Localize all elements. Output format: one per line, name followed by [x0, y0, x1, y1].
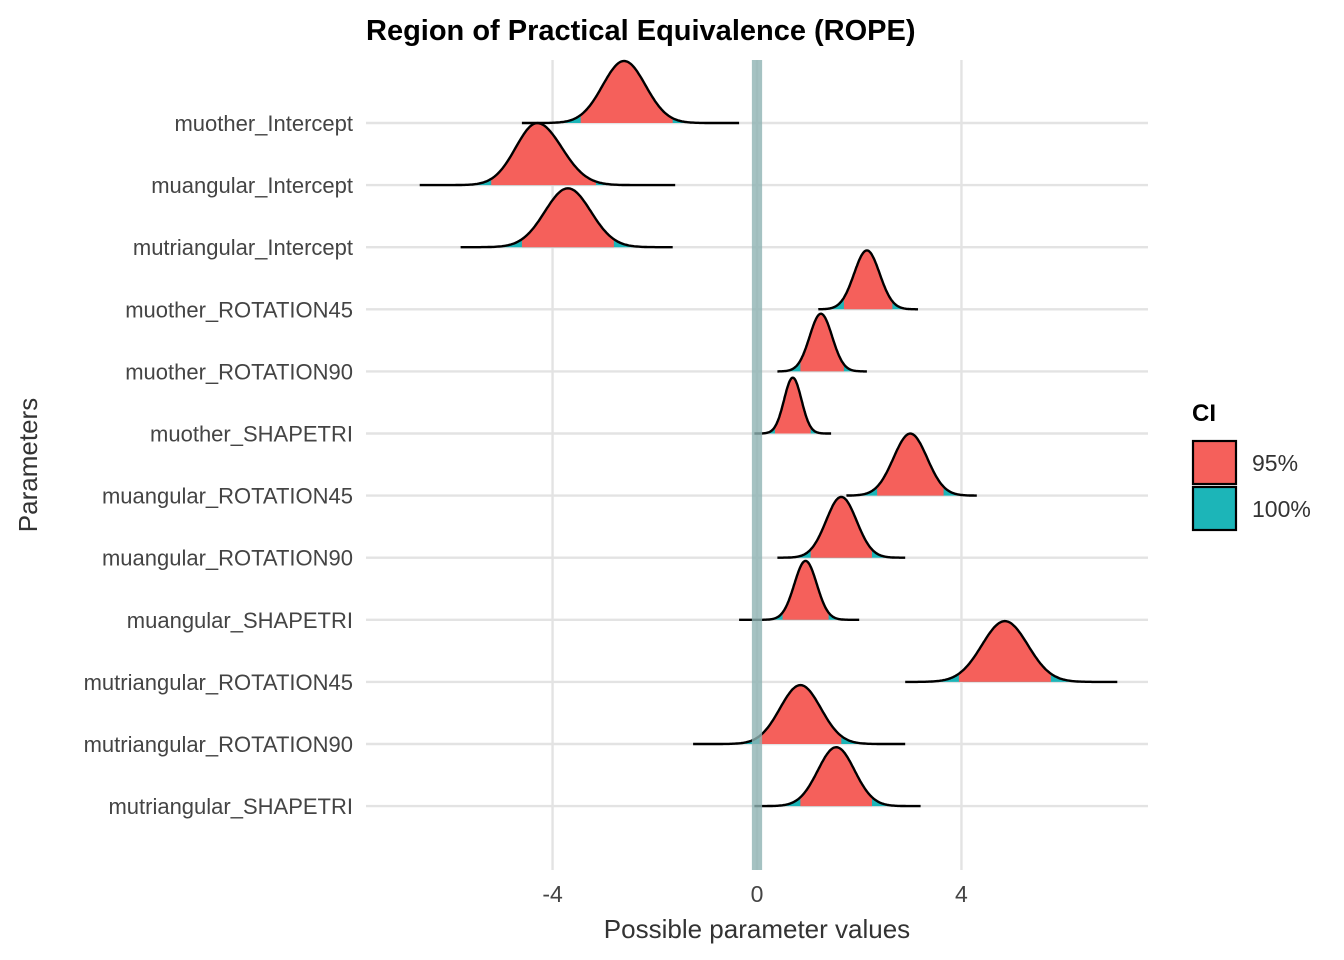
y-tick-label: muother_SHAPETRI [150, 422, 353, 447]
legend: CI 95% 100% [1191, 400, 1311, 532]
density-ridge [753, 376, 832, 435]
y-tick-label: mutriangular_Intercept [133, 235, 353, 260]
y-tick-label: muangular_SHAPETRI [127, 608, 353, 633]
y-tick-label: muangular_ROTATION90 [102, 546, 353, 571]
y-tick-label: muangular_Intercept [151, 173, 353, 198]
density-outline [753, 376, 832, 435]
density-ridge [460, 187, 673, 249]
density-ridge [521, 59, 740, 125]
legend-swatch-95 [1191, 439, 1238, 486]
x-tick-labels: -4 0 4 [542, 881, 968, 907]
density-outline [521, 59, 740, 125]
ci95-area [877, 433, 944, 496]
legend-title: CI [1192, 400, 1216, 427]
ci95-area [774, 377, 811, 434]
legend-label-100: 100% [1252, 496, 1311, 522]
density-outline [905, 619, 1118, 684]
density-ridge [846, 432, 978, 497]
density-outline [776, 312, 868, 373]
density-ridge [817, 249, 919, 311]
ci95-area [759, 685, 842, 744]
density-outline [754, 746, 921, 808]
ci95-area [580, 61, 673, 123]
ci95-area [800, 747, 872, 807]
ci95-area [800, 313, 844, 372]
legend-label-95: 95% [1252, 450, 1298, 476]
x-tick-label: 4 [955, 881, 968, 907]
y-tick-label: mutriangular_ROTATION45 [84, 670, 353, 695]
y-tick-label: muother_ROTATION45 [125, 297, 353, 322]
y-tick-labels: muother_Intercept muangular_Interceptmutr… [84, 111, 353, 819]
ci95-area [782, 560, 829, 620]
rope-band [751, 60, 763, 870]
ci95-area [810, 496, 872, 558]
density-outline [460, 187, 673, 249]
density-ridges [419, 59, 1118, 808]
legend-swatch-100 [1191, 485, 1238, 532]
ci95-area [958, 621, 1051, 682]
density-outline [419, 121, 676, 187]
rope-band-layer [751, 60, 763, 870]
ci95-area [521, 188, 614, 248]
density-outline [777, 495, 906, 559]
chart-title: Region of Practical Equivalence (ROPE) [366, 15, 916, 47]
x-tick-label: -4 [542, 881, 563, 907]
y-tick-label: muother_Intercept [174, 111, 353, 136]
x-axis-title: Possible parameter values [604, 914, 910, 944]
density-ridge [777, 495, 906, 559]
density-outline [693, 683, 906, 746]
density-outline [817, 249, 919, 311]
density-ridge [693, 683, 906, 746]
y-axis-title: Parameters [13, 398, 43, 532]
y-tick-label: mutriangular_ROTATION90 [84, 732, 353, 757]
x-tick-label: 0 [751, 881, 764, 907]
ci95-area [491, 123, 596, 186]
ci95-area [843, 250, 893, 310]
density-ridge [754, 746, 921, 808]
density-ridge [776, 312, 868, 373]
density-outline [846, 432, 978, 497]
density-ridge [419, 121, 676, 187]
density-ridge [905, 619, 1118, 684]
y-tick-label: muangular_ROTATION45 [102, 484, 353, 509]
y-tick-label: mutriangular_SHAPETRI [108, 794, 353, 819]
y-tick-label: muother_ROTATION90 [125, 359, 353, 384]
